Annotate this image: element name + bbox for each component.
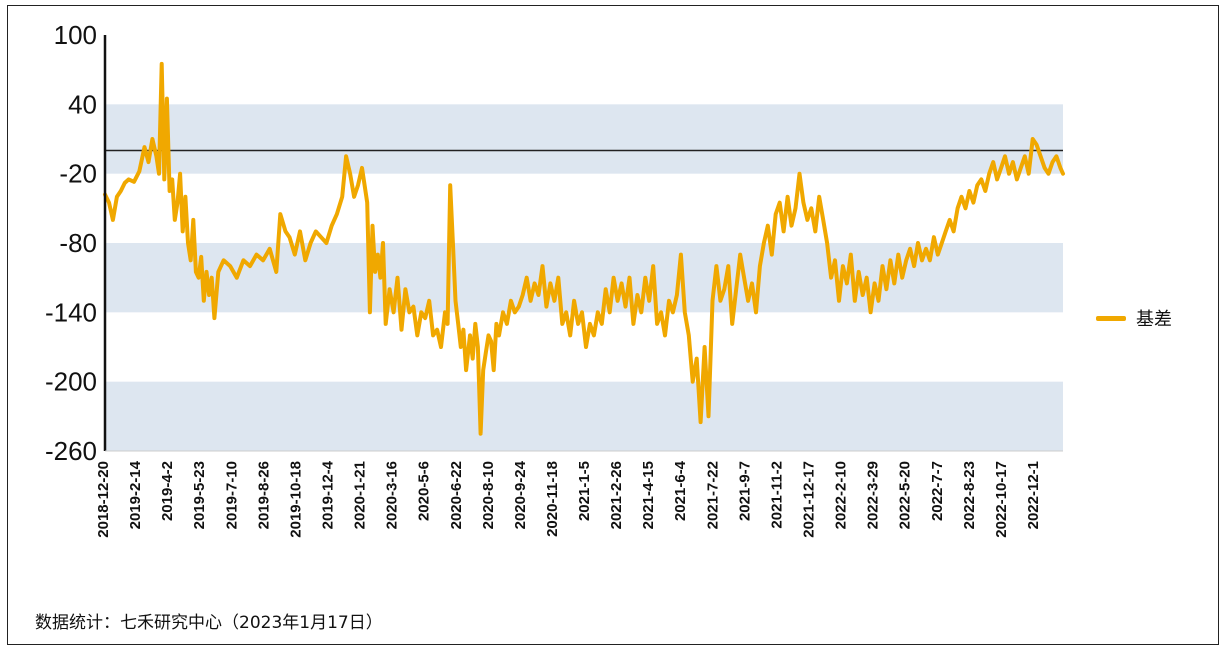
series-line-jicha — [103, 61, 1065, 436]
y-tick-labels: 100 40 -20 -80 -140 -200 -260 — [45, 20, 97, 466]
x-tick-label: 2021-11-2 — [768, 461, 785, 529]
bands-layer — [105, 104, 1063, 451]
x-tick-label: 2020-9-24 — [512, 460, 529, 529]
y-tick-label: 40 — [68, 89, 97, 119]
band-2 — [105, 381, 1063, 451]
legend-swatch — [1096, 315, 1126, 321]
y-tick-label: -80 — [59, 228, 97, 258]
x-tick-label: 2020-8-10 — [480, 461, 497, 529]
x-tick-label: 2021-4-15 — [640, 461, 657, 529]
x-tick-label: 2022-10-17 — [993, 461, 1010, 538]
legend-label: 基差 — [1136, 309, 1172, 330]
source-note: 数据统计：七禾研究中心（2023年1月17日） — [35, 613, 383, 633]
x-tick-label: 2021-7-22 — [704, 461, 721, 529]
x-tick-label: 2018-12-20 — [95, 461, 112, 538]
x-tick-label: 2019-5-23 — [191, 461, 208, 529]
band-0 — [105, 104, 1063, 174]
x-tick-labels: 2018-12-20 2019-2-14 2019-4-2 2019-5-23 2019… — [95, 460, 1042, 537]
x-tick-label: 2019-12-4 — [320, 460, 337, 529]
x-tick-label: 2019-4-2 — [159, 461, 176, 521]
x-tick-label: 2021-1-5 — [576, 461, 593, 521]
x-tick-label: 2020-5-6 — [416, 461, 433, 521]
axis-layer — [103, 35, 1063, 452]
x-tick-label: 2019-7-10 — [223, 461, 240, 529]
y-tick-label: 100 — [54, 20, 97, 50]
y-tick-label: -20 — [59, 159, 97, 189]
y-tick-label: -260 — [45, 436, 97, 466]
x-tick-label: 2020-3-16 — [384, 461, 401, 529]
x-tick-label: 2020-6-22 — [448, 461, 465, 529]
x-tick-label: 2022-3-29 — [865, 461, 882, 529]
y-tick-label: -200 — [45, 367, 97, 397]
y-tick-label: -140 — [45, 297, 97, 327]
x-tick-label: 2021-9-7 — [736, 461, 753, 521]
x-tick-label: 2022-5-20 — [897, 461, 914, 529]
x-tick-label: 2019-2-14 — [127, 460, 144, 529]
x-tick-label: 2022-2-10 — [833, 461, 850, 529]
x-tick-label: 2021-12-17 — [801, 461, 818, 538]
x-tick-label: 2022-7-7 — [929, 461, 946, 521]
legend: 基差 — [1096, 305, 1172, 331]
x-tick-label: 2019-8-26 — [255, 461, 272, 529]
x-tick-label: 2020-1-21 — [352, 461, 369, 529]
x-tick-label: 2020-11-18 — [544, 461, 561, 537]
x-tick-label: 2021-2-26 — [608, 461, 625, 529]
x-tick-label: 2019-10-18 — [287, 461, 304, 538]
series-layer — [103, 61, 1065, 436]
x-tick-label: 2022-8-23 — [961, 461, 978, 529]
x-tick-label: 2021-6-4 — [672, 460, 689, 521]
x-tick-label: 2022-12-1 — [1025, 461, 1042, 529]
